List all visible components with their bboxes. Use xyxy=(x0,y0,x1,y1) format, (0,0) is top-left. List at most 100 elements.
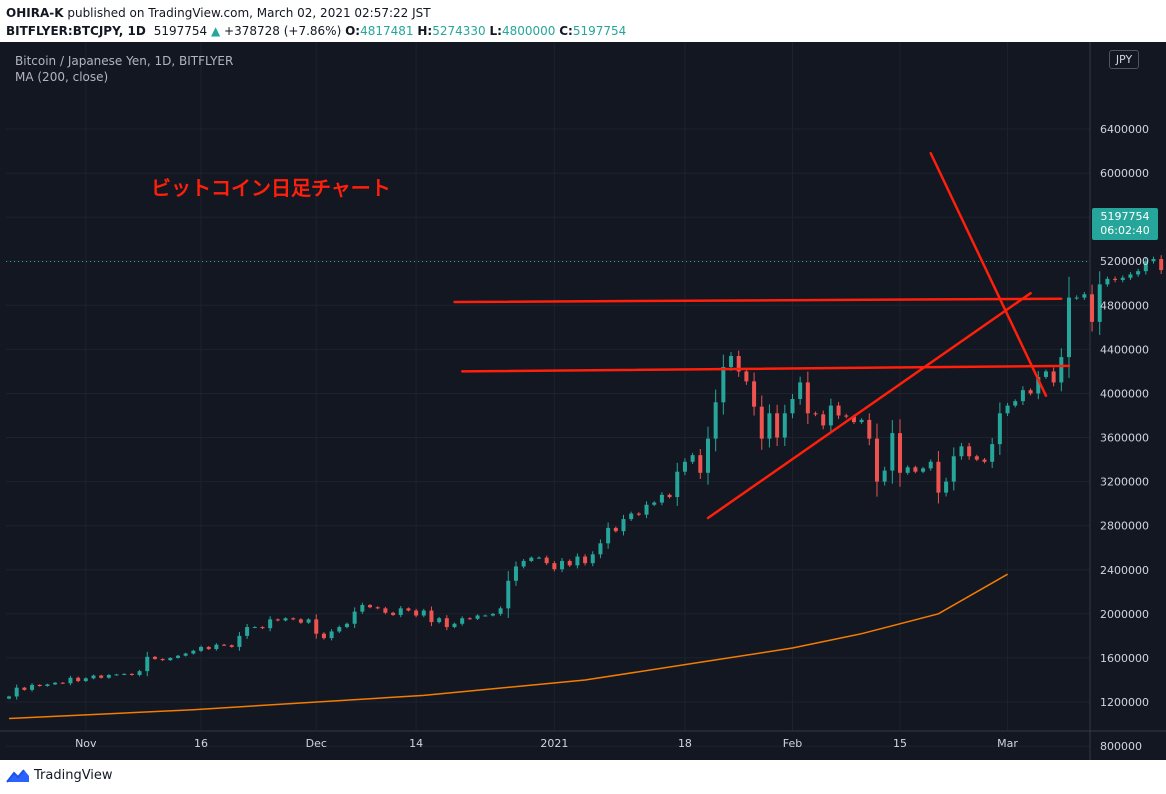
price-axis-label: 4000000 xyxy=(1100,387,1149,400)
candle-body xyxy=(682,461,687,472)
tradingview-brand[interactable]: TradingView xyxy=(34,768,113,783)
candle-body xyxy=(775,413,780,438)
price-axis-label: 5200000 xyxy=(1100,255,1149,268)
open-label: O: xyxy=(345,24,361,38)
low-label: L: xyxy=(489,24,502,38)
candle-body xyxy=(53,682,58,685)
candle-body xyxy=(560,560,565,570)
footer: TradingView xyxy=(0,760,1166,794)
candle-body xyxy=(851,416,856,423)
candle-body xyxy=(613,527,618,532)
candle-body xyxy=(552,563,557,570)
candle-body xyxy=(137,671,142,676)
candle-body xyxy=(583,556,588,564)
candle-body xyxy=(1082,294,1087,298)
candle-body xyxy=(414,610,419,616)
candle-body xyxy=(744,371,749,382)
candle-body xyxy=(298,619,303,623)
candle-body xyxy=(421,610,426,616)
candle-body xyxy=(145,656,150,672)
candle-body xyxy=(752,381,757,407)
price-axis-label: 2000000 xyxy=(1100,608,1149,621)
trendline-drawing[interactable] xyxy=(929,151,1048,397)
candle-body xyxy=(606,527,611,544)
candle-body xyxy=(1005,405,1010,414)
candle-body xyxy=(406,608,411,611)
candle-body xyxy=(675,471,680,498)
candle-body xyxy=(7,696,11,699)
candle-body xyxy=(598,543,603,555)
candle-body xyxy=(1051,371,1056,383)
candle-body xyxy=(1120,277,1125,280)
candle-body xyxy=(921,468,926,472)
candle-body xyxy=(1036,376,1041,394)
candle-body xyxy=(452,623,457,628)
candle-body xyxy=(1105,278,1110,285)
candle-body xyxy=(705,438,710,473)
trendline-drawing[interactable] xyxy=(706,291,1032,520)
time-axis-label: Feb xyxy=(783,737,802,750)
candle-body xyxy=(821,414,826,426)
candle-body xyxy=(229,645,234,647)
candle-body xyxy=(1074,297,1079,299)
annotation-text[interactable]: ビットコイン日足チャート xyxy=(151,176,391,200)
candle-body xyxy=(1159,259,1164,271)
candle-body xyxy=(567,560,572,566)
candle-body xyxy=(368,605,373,608)
candle-body xyxy=(391,612,396,615)
published-line: OHIRA-K published on TradingView.com, Ma… xyxy=(6,4,431,22)
chart-canvas[interactable]: ビットコイン日足チャート 800000 1200000 1600000 2000000 2… xyxy=(0,42,1166,760)
candle-body xyxy=(967,446,972,457)
candle-body xyxy=(1136,271,1141,275)
candle-body xyxy=(1013,401,1018,406)
chart-panel[interactable]: ビットコイン日足チャート 800000 1200000 1600000 2000000 2… xyxy=(0,42,1166,760)
candle-body xyxy=(529,557,534,561)
candle-body xyxy=(936,461,941,493)
price-axis-label: 2400000 xyxy=(1100,564,1149,577)
candle-body xyxy=(114,674,119,676)
candle-body xyxy=(905,467,910,473)
trendline-drawing[interactable] xyxy=(453,297,1063,304)
candle-body xyxy=(828,405,833,426)
candle-body xyxy=(375,607,380,609)
candle-body xyxy=(1067,297,1071,358)
published-info: published on TradingView.com, March 02, … xyxy=(67,6,431,20)
candle-body xyxy=(798,382,803,399)
candle-body xyxy=(321,633,326,639)
candle-body xyxy=(790,398,795,414)
low-value: 4800000 xyxy=(501,24,556,38)
candle-body xyxy=(813,413,818,415)
candle-body xyxy=(383,608,388,613)
candle-body xyxy=(99,675,104,678)
candle-body xyxy=(898,433,903,473)
candle-body xyxy=(974,456,979,460)
candle-body xyxy=(222,644,227,646)
candle-body xyxy=(1113,278,1118,280)
chart-legend-ma[interactable]: MA (200, close) xyxy=(15,70,109,84)
author-name[interactable]: OHIRA-K xyxy=(6,6,64,20)
candle-body xyxy=(283,618,288,621)
candle-body xyxy=(14,687,19,697)
high-label: H: xyxy=(417,24,433,38)
price-axis-label: 800000 xyxy=(1100,740,1142,753)
candle-body xyxy=(990,444,995,462)
candle-body xyxy=(91,675,96,679)
candle-body xyxy=(959,446,964,457)
candle-body xyxy=(836,405,841,416)
price-axis-label: 6400000 xyxy=(1100,123,1149,136)
candle-body xyxy=(1043,371,1048,377)
candle-body xyxy=(122,673,127,675)
price-axis-label: 3200000 xyxy=(1100,476,1149,489)
price-axis-label: 6000000 xyxy=(1100,167,1149,180)
candle-body xyxy=(1059,357,1064,383)
candle-body xyxy=(352,611,357,624)
candle-body xyxy=(152,656,157,660)
currency-button[interactable]: JPY xyxy=(1109,50,1139,69)
candle-body xyxy=(629,513,634,520)
candle-body xyxy=(291,618,296,620)
candle-body xyxy=(191,650,196,654)
candle-body xyxy=(106,675,111,678)
trendline-drawing[interactable] xyxy=(460,364,1071,373)
price-change: +378728 (+7.86%) xyxy=(224,24,342,38)
